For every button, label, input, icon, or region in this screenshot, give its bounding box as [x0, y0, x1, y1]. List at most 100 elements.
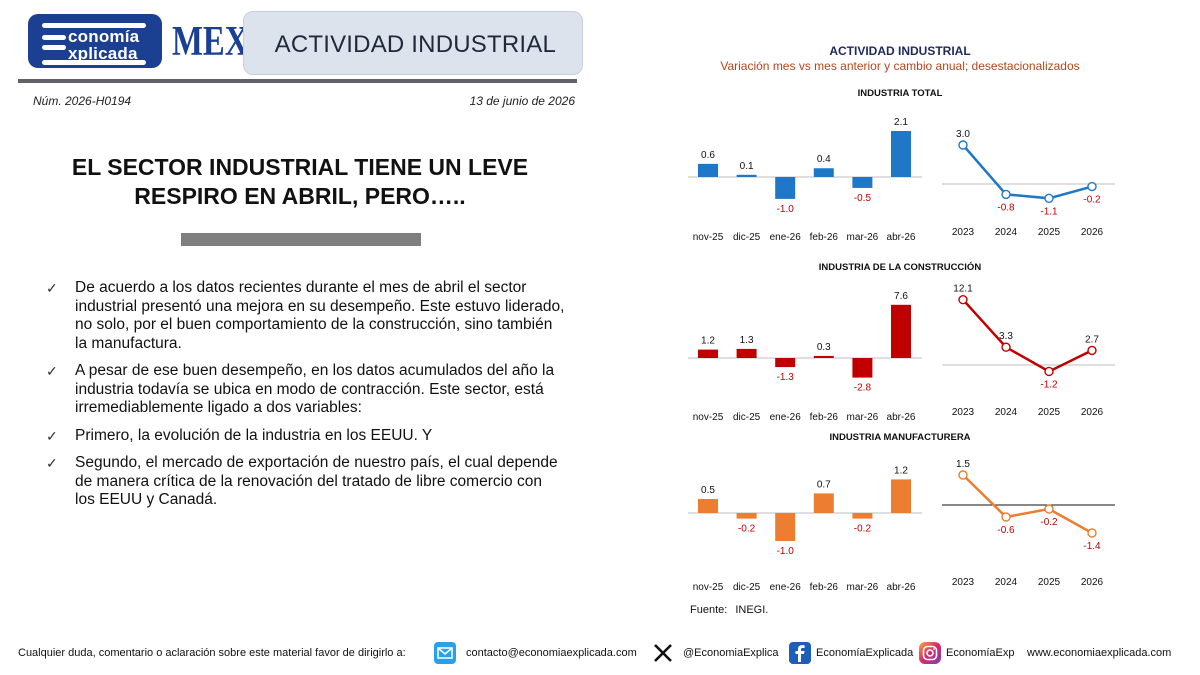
key-point: ✓ Primero, la evolución de la industria e…: [46, 427, 566, 446]
key-points-list: ✓ De acuerdo a los datos recientes durant…: [46, 279, 566, 519]
bar-data-label: 7.6: [894, 291, 908, 302]
x-tick-label: ene-26: [770, 582, 802, 593]
header-divider: [18, 79, 577, 83]
check-icon: ✓: [46, 280, 58, 296]
line-data-label: -0.6: [997, 525, 1015, 536]
line-data-label: 12.1: [953, 284, 973, 295]
bar-data-label: -0.5: [854, 193, 872, 204]
bar-data-label: -0.2: [854, 524, 872, 535]
line-data-label: -1.1: [1040, 206, 1058, 217]
bar-data-label: 0.6: [701, 150, 715, 161]
panel-title-total: INDUSTRIA TOTAL: [857, 88, 943, 99]
line-data-label: 2.7: [1085, 334, 1099, 345]
bar-data-label: 0.4: [817, 154, 831, 165]
bar-data-label: -0.2: [738, 524, 756, 535]
x-tick-label: 2024: [995, 227, 1018, 238]
x-tick-label: nov-25: [693, 582, 724, 593]
bar: [698, 163, 718, 177]
bar: [813, 168, 834, 177]
x-tick-label: 2026: [1081, 227, 1104, 238]
x-tick-label: feb-26: [810, 582, 839, 593]
x-handle-link[interactable]: @EconomiaExplica: [683, 647, 779, 659]
bar-data-label: -2.8: [854, 383, 872, 394]
x-tick-label: 2023: [952, 407, 975, 418]
bar-data-label: -1.0: [777, 204, 795, 215]
series-line: [962, 474, 1093, 535]
line-point: [1001, 512, 1011, 522]
x-tick-label: 2025: [1038, 227, 1061, 238]
line-data-label: 3.0: [956, 129, 970, 140]
logo-line2: xplicada: [68, 44, 138, 63]
bar: [852, 358, 873, 378]
x-tick-label: mar-26: [847, 232, 879, 243]
x-tick-label: mar-26: [847, 412, 879, 423]
headline-line-1: EL SECTOR INDUSTRIAL TIENE UN LEVE: [71, 154, 529, 180]
check-icon: ✓: [46, 363, 58, 379]
brand-logo: conomía xplicada: [28, 14, 162, 68]
series-line: [962, 144, 1093, 200]
line-point: [1087, 528, 1097, 538]
x-logo-icon: [652, 642, 674, 664]
section-title: ACTIVIDAD INDUSTRIAL: [274, 31, 556, 58]
publication-date: 13 de junio de 2026: [469, 94, 575, 108]
x-tick-label: feb-26: [810, 412, 839, 423]
x-tick-label: abr-26: [887, 582, 916, 593]
key-point: ✓ A pesar de ese buen desempeño, en los d…: [46, 362, 566, 418]
x-tick-label: ene-26: [770, 232, 802, 243]
line-point: [1044, 366, 1054, 377]
bar-data-label: 2.1: [894, 117, 908, 128]
line-point: [1001, 342, 1011, 352]
line-data-label: 1.5: [956, 459, 970, 470]
key-point: ✓ Segundo, el mercado de exportación de n…: [46, 454, 566, 510]
source-note: Fuente: INEGI.: [690, 604, 768, 616]
bar: [698, 499, 718, 513]
x-tick-label: 2026: [1081, 577, 1104, 588]
logo-stripe: [42, 45, 66, 50]
bar-data-label: 0.5: [701, 485, 715, 496]
key-point: ✓ De acuerdo a los datos recientes durant…: [46, 279, 566, 353]
bar: [775, 177, 796, 199]
bar-data-label: 0.1: [740, 161, 754, 172]
x-tick-label: abr-26: [887, 412, 916, 423]
x-tick-label: 2024: [995, 407, 1018, 418]
email-icon: [434, 642, 456, 664]
website-link[interactable]: www.economiaexplicada.com: [1027, 647, 1172, 659]
logo-stripe: [42, 60, 146, 65]
x-tick-label: 2025: [1038, 407, 1061, 418]
x-tick-label: 2025: [1038, 577, 1061, 588]
bar-data-label: -1.3: [777, 372, 795, 383]
line-point: [1087, 181, 1097, 192]
bar: [736, 174, 757, 177]
bar: [698, 349, 718, 358]
bar: [775, 358, 796, 368]
bar: [813, 355, 834, 358]
x-tick-label: dic-25: [733, 582, 761, 593]
bar: [736, 513, 757, 519]
section-title-box: ACTIVIDAD INDUSTRIAL: [243, 11, 583, 75]
document-number: Núm. 2026-H0194: [33, 94, 132, 108]
line-data-label: 3.3: [999, 331, 1013, 342]
facebook-link[interactable]: EconomíaExplicada: [816, 647, 914, 659]
headline-underline: [181, 233, 421, 246]
instagram-link[interactable]: EconomíaExp: [946, 647, 1015, 659]
x-tick-label: 2024: [995, 577, 1018, 588]
contact-text: Cualquier duda, comentario o aclaración …: [18, 647, 406, 659]
key-point-text: Segundo, el mercado de exportación de nu…: [75, 454, 558, 508]
check-icon: ✓: [46, 427, 58, 444]
key-point-text: Primero, la evolución de la industria en…: [75, 426, 433, 444]
line-point: [1001, 189, 1011, 200]
email-link[interactable]: contacto@economiaexplicada.com: [466, 647, 637, 659]
key-point-text: De acuerdo a los datos recientes durante…: [75, 279, 565, 352]
x-tick-label: nov-25: [693, 232, 724, 243]
x-tick-label: mar-26: [847, 582, 879, 593]
bar: [891, 479, 911, 513]
logo-stripe: [42, 23, 146, 28]
footer: Cualquier duda, comentario o aclaración …: [0, 638, 1200, 668]
panel-title-manufacturing: INDUSTRIA MANUFACTURERA: [829, 432, 971, 443]
check-icon: ✓: [46, 455, 58, 471]
line-data-label: -1.4: [1083, 541, 1101, 552]
line-point: [1044, 193, 1054, 204]
line-point: [958, 140, 968, 150]
x-tick-label: abr-26: [887, 232, 916, 243]
